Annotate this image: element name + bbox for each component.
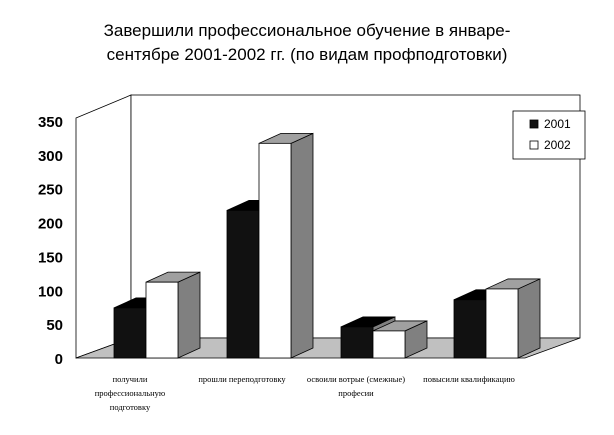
bar-front xyxy=(145,281,179,359)
legend-label-2001: 2001 xyxy=(544,117,571,131)
bar-2002-4 xyxy=(485,278,541,359)
bar-side xyxy=(177,271,201,359)
bar-front xyxy=(372,330,406,359)
plot-area: 0 50 100 150 200 250 300 350 получили профессиона… xyxy=(38,94,581,412)
y-tick-label: 150 xyxy=(38,249,63,266)
bar-2002-1 xyxy=(145,271,201,359)
bar-2002-3 xyxy=(372,320,428,359)
chart-title: Завершили профессиональное обучение в ян… xyxy=(104,21,511,64)
bar-front xyxy=(485,288,519,359)
legend-swatch-2001 xyxy=(529,119,539,129)
y-tick-label: 200 xyxy=(38,216,63,233)
y-tick-label: 50 xyxy=(46,317,63,334)
x-tick-label: подготовку xyxy=(110,402,151,412)
x-tick-label: профессиональную xyxy=(95,388,166,398)
bar-side xyxy=(290,132,314,359)
y-tick-label: 250 xyxy=(38,182,63,199)
legend: 2001 2002 xyxy=(512,110,586,160)
x-tick-label: професии xyxy=(338,388,374,398)
x-tick-label: освоили вотрые (смежные) xyxy=(307,374,405,384)
y-tick-label: 350 xyxy=(38,114,63,131)
bar-front xyxy=(113,307,147,359)
chart-title-line-2: сентябре 2001-2002 гг. (по видам профпод… xyxy=(107,45,508,64)
bar-2002-2 xyxy=(258,132,314,359)
legend-box xyxy=(512,110,586,160)
x-tick-label: прошли переподготовку xyxy=(198,374,286,384)
bar-front xyxy=(340,326,374,359)
bar-front xyxy=(258,142,292,359)
x-tick-label: получили xyxy=(113,374,148,384)
x-tick-label: повысили квалификацию xyxy=(423,374,515,384)
bar-side xyxy=(517,278,541,359)
legend-label-2002: 2002 xyxy=(544,138,571,152)
bar-front xyxy=(226,209,260,359)
y-tick-label: 100 xyxy=(38,283,63,300)
bar-front xyxy=(453,299,487,359)
chart-title-line-1: Завершили профессиональное обучение в ян… xyxy=(104,21,511,40)
legend-swatch-2002 xyxy=(529,140,539,150)
y-tick-label: 0 xyxy=(55,351,63,368)
y-tick-label: 300 xyxy=(38,148,63,165)
